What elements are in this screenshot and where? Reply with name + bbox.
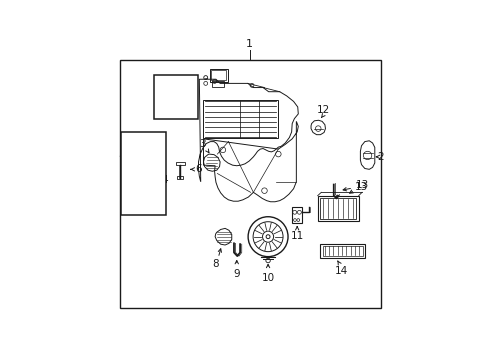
Text: 8: 8 xyxy=(212,260,219,269)
Text: 6: 6 xyxy=(195,164,202,174)
Bar xyxy=(177,176,183,179)
Bar xyxy=(317,196,358,221)
Text: 3: 3 xyxy=(199,139,205,149)
Text: 5: 5 xyxy=(118,149,125,159)
Bar xyxy=(319,198,355,219)
Text: 11: 11 xyxy=(290,231,303,241)
Bar xyxy=(320,244,365,258)
Bar xyxy=(322,246,362,256)
Bar xyxy=(154,75,198,118)
Bar xyxy=(291,207,302,223)
Bar xyxy=(209,69,227,82)
Text: 7: 7 xyxy=(166,94,173,104)
Text: 9: 9 xyxy=(233,269,240,279)
Text: 10: 10 xyxy=(261,273,274,283)
Bar xyxy=(176,162,185,165)
Text: 13: 13 xyxy=(355,180,368,190)
Bar xyxy=(125,143,161,210)
Bar xyxy=(121,132,165,215)
Text: 12: 12 xyxy=(316,105,329,115)
Text: 4: 4 xyxy=(161,175,168,185)
Bar xyxy=(120,60,381,308)
Bar xyxy=(125,162,131,166)
Text: 14: 14 xyxy=(334,266,347,275)
Bar xyxy=(212,81,224,87)
Text: 1: 1 xyxy=(246,39,253,49)
Bar xyxy=(211,70,225,80)
Bar xyxy=(203,100,277,138)
Text: 13: 13 xyxy=(354,182,367,192)
Text: 2: 2 xyxy=(376,152,383,162)
